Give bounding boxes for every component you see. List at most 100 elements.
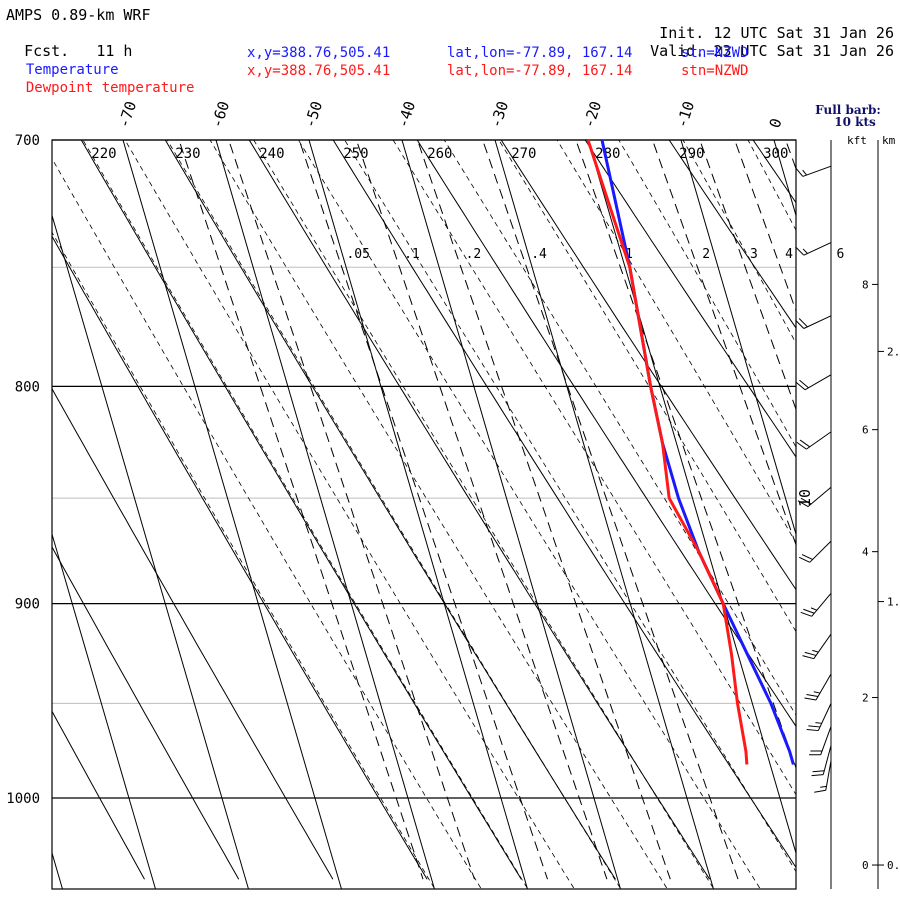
mixing-ratio-line [298, 140, 548, 880]
legend-dewpoint: Dewpoint temperature [9, 63, 195, 97]
wind-barb-feather [794, 167, 804, 177]
temperature-tick-label: -40 [394, 99, 419, 130]
mixing-ratio-label: .1 [404, 247, 420, 262]
wind-barb-staff [806, 431, 832, 450]
kft-label: kft [847, 134, 867, 147]
legend-temperature-name: Temperature [25, 62, 119, 78]
moist-adiabat [52, 157, 482, 889]
wind-barb [809, 726, 832, 756]
wind-barb-staff [813, 633, 832, 659]
wind-barb [800, 593, 832, 617]
temperature-tick-label: -60 [208, 99, 233, 130]
kft-tick-label: 0 [862, 859, 869, 872]
km-tick-label: 1. [887, 596, 900, 609]
moist-adiabat [297, 140, 761, 889]
wind-barb-staff [804, 374, 832, 391]
forecast-value: 11 h [96, 42, 133, 60]
theta-label: 250 [343, 146, 368, 162]
temperature-tick-label: -50 [301, 99, 326, 130]
km-tick-label: 2. [887, 345, 900, 358]
isotherm-line [52, 532, 156, 889]
wind-barb [795, 242, 832, 256]
wind-barb-staff [802, 165, 832, 177]
wind-barb [795, 374, 832, 391]
wind-barb-feather [800, 497, 812, 505]
theta-label: 270 [511, 146, 536, 162]
mixing-ratio-label: 6 [836, 247, 844, 262]
wind-barb-staff [825, 760, 832, 791]
wind-barb-staff [820, 726, 832, 755]
dry-adiabat [52, 387, 334, 880]
wind-barb-half-feather [813, 691, 821, 694]
mixing-ratio-label: .05 [346, 247, 369, 262]
wind-barb-feather [802, 655, 814, 660]
wind-barb-feather [806, 729, 819, 732]
theta-label: 230 [175, 146, 200, 162]
dry-adiabat [164, 140, 616, 880]
isotherm-line [215, 140, 435, 889]
wind-barb-feather [803, 608, 815, 614]
model-title: AMPS 0.89-km WRF [6, 6, 151, 24]
pressure-tick-label: 1000 [6, 791, 40, 807]
wind-barb [804, 673, 832, 701]
mixing-ratio-line [178, 140, 424, 880]
theta-label: 260 [427, 146, 452, 162]
init-value: 12 UTC Sat 31 Jan 26 [713, 24, 894, 42]
wind-barb-half-feather [802, 248, 808, 254]
dry-adiabat [752, 140, 796, 204]
legend-dewpoint-stn: stn=NZWD [681, 63, 749, 79]
wind-barb-feather [800, 611, 812, 617]
dry-adiabat [52, 235, 428, 880]
wind-barb-half-feather [820, 785, 827, 788]
wind-barb [811, 745, 832, 777]
moist-adiabat [52, 231, 435, 889]
barb-legend-line2: 10 kts [834, 115, 876, 129]
temperature-tick-label: -30 [487, 99, 512, 130]
mixing-ratio-label: 1 [625, 247, 633, 262]
wind-barb [798, 540, 832, 563]
isotherm-line [52, 213, 249, 889]
wind-barb-staff [809, 540, 832, 563]
wind-barb-feather [814, 789, 826, 793]
wind-barb-staff [803, 315, 832, 329]
legend-temperature-xy: x,y=388.76,505.41 [247, 45, 391, 61]
barb-legend-line1: Full barb: [815, 103, 881, 117]
wind-barb [796, 431, 832, 450]
isotherm-line [680, 140, 796, 537]
wind-barb-feather [808, 725, 821, 728]
temperature-tick-label: -10 [673, 99, 698, 130]
theta-label: 290 [679, 146, 704, 162]
dry-adiabat [584, 140, 796, 458]
forecast-label: Fcst. [24, 42, 70, 60]
theta-label: 240 [259, 146, 284, 162]
isotherm-line [587, 140, 796, 855]
dewpoint-profile-line [586, 139, 749, 765]
wind-barb-half-feather [802, 169, 807, 176]
dry-adiabat [332, 140, 796, 869]
legend-temperature: Temperature [9, 45, 119, 79]
moist-adiabat [742, 3, 900, 888]
legend-dewpoint-xy: x,y=388.76,505.41 [247, 63, 391, 79]
valid-value: 23 UTC Sat 31 Jan 26 [713, 42, 894, 60]
pressure-tick-label: 700 [15, 133, 40, 149]
wind-barb-feather [799, 439, 810, 448]
wind-barb-feather [801, 554, 813, 560]
forecast-hour: Fcst. 11 h [6, 24, 132, 60]
wind-barb [797, 486, 832, 508]
wind-barb [802, 633, 832, 660]
wind-barb-half-feather [810, 607, 818, 611]
legend-dewpoint-latlon: lat,lon=-77.89, 167.14 [447, 63, 633, 79]
dry-adiabat [52, 546, 240, 880]
legend-temperature-stn: stn=NZWD [681, 45, 749, 61]
kft-tick-label: 8 [862, 278, 869, 291]
wind-barb-staff [811, 593, 832, 617]
init-label: Init. [659, 24, 705, 42]
wind-barb-feather [812, 770, 825, 773]
dry-adiabat [52, 710, 145, 880]
mixing-ratio-line [228, 140, 475, 880]
temperature-tick-label: 0 [766, 116, 786, 130]
wind-barb-feather [804, 697, 817, 701]
wind-barb [795, 315, 832, 329]
wind-barb [794, 165, 832, 177]
moist-adiabat [618, 140, 796, 448]
